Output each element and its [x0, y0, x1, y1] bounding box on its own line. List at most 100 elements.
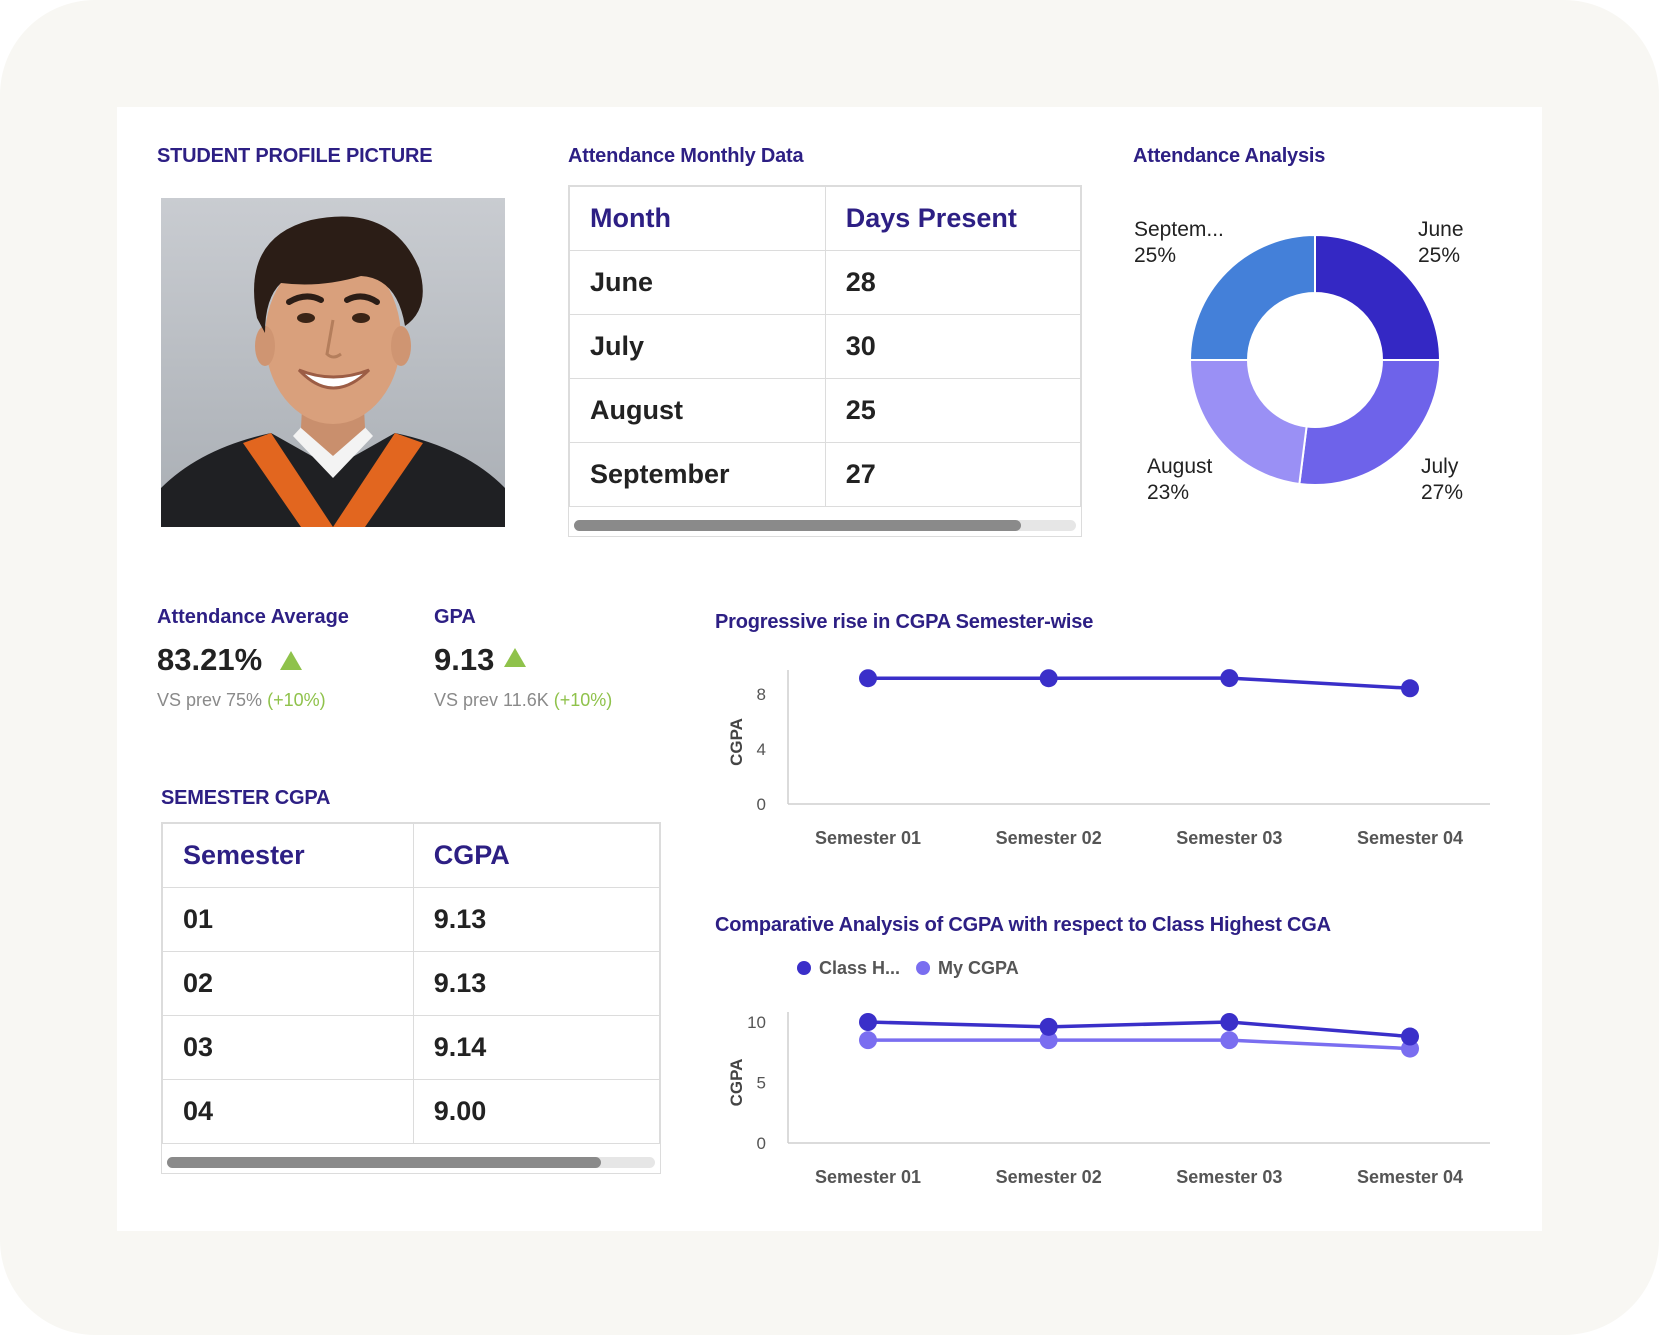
x-tick-label: Semester 03 — [1176, 1167, 1282, 1187]
scrollbar-thumb[interactable] — [167, 1157, 602, 1168]
data-point — [859, 1013, 877, 1031]
data-point — [859, 669, 877, 688]
donut-slice-august — [1188, 359, 1308, 486]
x-tick-label: Semester 02 — [996, 828, 1102, 848]
semester-table-title: SEMESTER CGPA — [161, 787, 331, 809]
attendance-table-title: Attendance Monthly Data — [568, 145, 804, 167]
table-cell: September — [569, 442, 826, 507]
table-cell: 30 — [824, 314, 1082, 379]
gpa-label: GPA — [434, 606, 476, 628]
table-row[interactable]: 02 9.13 — [162, 951, 661, 1016]
table-cell: 25 — [824, 378, 1082, 443]
data-point — [1039, 1031, 1058, 1050]
table-cell: 02 — [162, 951, 414, 1016]
table-cell: 27 — [824, 442, 1082, 507]
cgpa-compare-line-chart: 0 5 10 CGPA Semester 01 Semester 02 Semester 0… — [727, 958, 1490, 1187]
gpa-value: 9.13 — [434, 642, 495, 677]
semester-table: Semester CGPA 01 9.13 02 9.13 03 9.14 04… — [162, 823, 661, 1144]
semester-table-scrollbar[interactable] — [167, 1157, 655, 1168]
comparison-change: (+10%) — [553, 690, 613, 710]
table-cell: August — [569, 378, 826, 443]
x-tick-label: Semester 02 — [996, 1167, 1102, 1187]
y-axis-label: CGPA — [727, 1059, 746, 1107]
table-cell: 9.13 — [412, 951, 661, 1016]
table-row[interactable]: 01 9.13 — [162, 887, 661, 952]
legend-marker — [797, 961, 811, 975]
donut-label-percent: 25% — [1418, 244, 1460, 267]
donut-label-name: June — [1418, 218, 1464, 241]
table-cell: 9.13 — [412, 887, 661, 952]
trend-up-icon — [280, 651, 302, 670]
attendance-donut-chart: Septem... 25% June 25% August 23% July 27% — [1134, 218, 1464, 504]
table-cell: 9.00 — [412, 1079, 661, 1144]
attendance-average-label: Attendance Average — [157, 606, 349, 628]
legend-label: Class H... — [819, 958, 900, 978]
donut-label-percent: 27% — [1421, 481, 1463, 504]
table-cell: 01 — [162, 887, 414, 952]
table-row[interactable]: August 25 — [569, 378, 1082, 443]
attendance-table-scrollbar[interactable] — [574, 520, 1076, 531]
y-axis-label: CGPA — [727, 718, 746, 766]
legend-label: My CGPA — [938, 958, 1019, 978]
data-point — [1039, 669, 1058, 688]
x-tick-label: Semester 04 — [1357, 1167, 1463, 1187]
attendance-table: Month Days Present June 28 July 30 Augus… — [569, 186, 1082, 507]
table-row[interactable]: July 30 — [569, 314, 1082, 379]
table-cell: July — [569, 314, 826, 379]
table-row[interactable]: June 28 — [569, 250, 1082, 315]
table-cell: June — [569, 250, 826, 315]
donut-label-name: August — [1147, 455, 1213, 478]
y-tick-label: 5 — [757, 1074, 766, 1093]
data-point — [1220, 669, 1239, 688]
trend-up-icon — [504, 648, 526, 667]
table-row[interactable]: 04 9.00 — [162, 1079, 661, 1144]
attendance-analysis-title: Attendance Analysis — [1133, 145, 1326, 167]
x-tick-label: Semester 01 — [815, 828, 921, 848]
gpa-comparison: VS prev 11.6K (+10%) — [434, 690, 612, 711]
table-cell: 04 — [162, 1079, 414, 1144]
data-point — [859, 1031, 877, 1050]
data-point — [1401, 679, 1419, 698]
attendance-table-header-row: Month Days Present — [569, 186, 1082, 251]
column-header-semester[interactable]: Semester — [162, 823, 414, 888]
donut-label-percent: 23% — [1147, 481, 1189, 504]
series-line — [868, 676, 1411, 691]
donut-slice-september — [1188, 233, 1316, 361]
comparison-text: VS prev 75% — [157, 690, 263, 710]
comparison-change: (+10%) — [267, 690, 326, 710]
attendance-average-value: 83.21% — [157, 642, 263, 677]
student-profile-picture[interactable] — [161, 198, 505, 527]
semester-table-header-row: Semester CGPA — [162, 823, 661, 888]
profile-title: STUDENT PROFILE PICTURE — [157, 145, 433, 167]
column-header-month[interactable]: Month — [569, 186, 826, 251]
series-line — [867, 1020, 1411, 1039]
y-tick-label: 8 — [757, 685, 766, 704]
data-point — [1220, 1031, 1239, 1050]
data-point — [1039, 1017, 1058, 1036]
donut-label-name: Septem... — [1134, 218, 1224, 241]
y-tick-label: 0 — [757, 1134, 766, 1153]
x-tick-label: Semester 04 — [1357, 828, 1463, 848]
cgpa-rise-chart-title: Progressive rise in CGPA Semester-wise — [715, 611, 1094, 633]
y-tick-label: 0 — [757, 795, 766, 814]
y-tick-label: 10 — [747, 1013, 766, 1032]
cgpa-compare-chart-title: Comparative Analysis of CGPA with respec… — [715, 914, 1331, 936]
series-line — [868, 1038, 1411, 1051]
donut-slice-june — [1314, 233, 1442, 361]
y-tick-label: 4 — [757, 740, 766, 759]
donut-label-percent: 25% — [1134, 244, 1176, 267]
column-header-cgpa[interactable]: CGPA — [412, 823, 661, 888]
semester-table-container: Semester CGPA 01 9.13 02 9.13 03 9.14 04… — [161, 822, 661, 1174]
column-header-days-present[interactable]: Days Present — [824, 186, 1082, 251]
legend-marker — [916, 961, 931, 975]
data-point — [1401, 1027, 1419, 1046]
scrollbar-thumb[interactable] — [574, 520, 1021, 531]
table-cell: 28 — [824, 250, 1082, 315]
table-row[interactable]: 03 9.14 — [162, 1015, 661, 1080]
x-tick-label: Semester 03 — [1176, 828, 1282, 848]
donut-slice-july — [1298, 359, 1442, 486]
table-row[interactable]: September 27 — [569, 442, 1082, 507]
data-point — [1220, 1013, 1239, 1031]
cgpa-rise-line-chart: 0 4 8 CGPA Semester 01 Semester 02 Semester 03… — [727, 669, 1490, 848]
table-cell: 9.14 — [412, 1015, 661, 1080]
